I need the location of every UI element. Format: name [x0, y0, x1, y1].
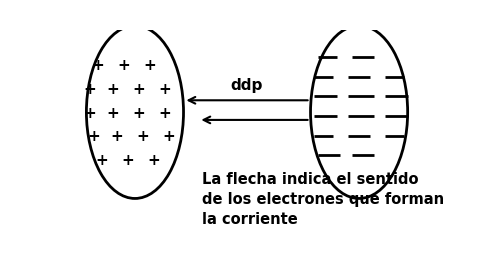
Text: +: + [106, 82, 119, 97]
Text: +: + [110, 129, 122, 144]
Text: +: + [136, 129, 149, 144]
Text: +: + [118, 58, 130, 73]
Text: +: + [159, 105, 171, 120]
Text: +: + [162, 129, 175, 144]
Text: +: + [106, 105, 119, 120]
Text: +: + [147, 152, 160, 167]
Text: la corriente: la corriente [202, 211, 298, 226]
Text: +: + [88, 129, 100, 144]
Text: +: + [133, 82, 145, 97]
Text: +: + [91, 58, 104, 73]
Text: +: + [84, 82, 96, 97]
Text: +: + [144, 58, 156, 73]
Text: +: + [84, 105, 96, 120]
Text: ddp: ddp [231, 78, 263, 93]
Text: La flecha indica el sentido: La flecha indica el sentido [202, 172, 419, 187]
Text: +: + [159, 82, 171, 97]
Text: de los electrones que forman: de los electrones que forman [202, 191, 444, 206]
Text: +: + [121, 152, 134, 167]
Text: +: + [95, 152, 107, 167]
Text: +: + [133, 105, 145, 120]
